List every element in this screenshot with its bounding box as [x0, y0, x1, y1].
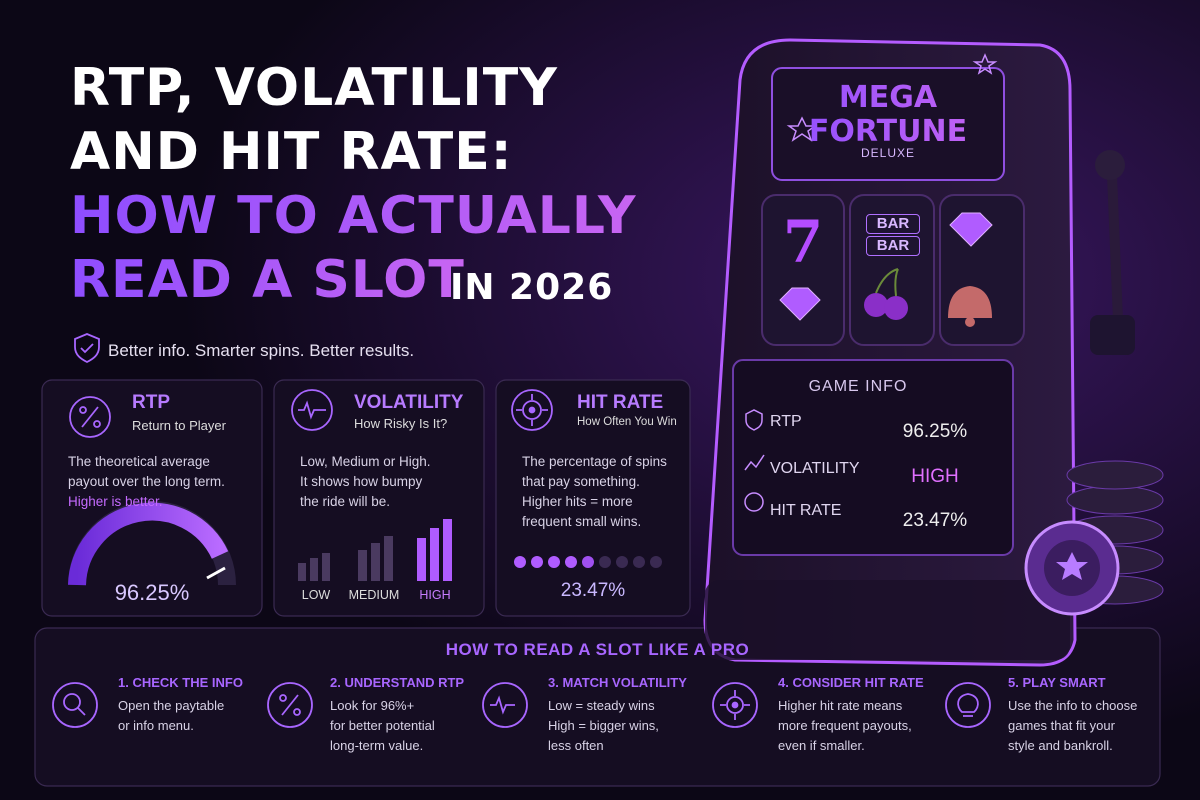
title-line: HOW TO ACTUALLY — [70, 186, 637, 246]
step-text: games that fit your — [1008, 718, 1115, 733]
reel-seven: 7 — [782, 208, 824, 276]
step-title: 3. MATCH VOLATILITY — [548, 675, 687, 690]
title-line: RTP, VOLATILITY — [70, 58, 558, 118]
level-label: HIGH — [419, 588, 451, 602]
brand: MEGA — [772, 80, 1004, 115]
card-title: HIT RATE — [577, 392, 664, 413]
card-value: 23.47% — [560, 580, 626, 601]
step-text: Use the info to choose — [1008, 698, 1138, 713]
step-title: 2. UNDERSTAND RTP — [330, 675, 465, 690]
card-text: The theoretical average — [68, 454, 210, 469]
step-title: 4. CONSIDER HIT RATE — [778, 675, 924, 690]
info-value: HIGH — [911, 466, 959, 487]
card-subtitle: How Risky Is It? — [354, 416, 448, 431]
reel-bar: BAR — [866, 214, 920, 234]
step-text: for better potential — [330, 718, 435, 733]
title-line: AND HIT RATE: — [70, 122, 513, 182]
card-title: VOLATILITY — [354, 392, 464, 413]
card-highlight: Higher is better. — [68, 494, 163, 509]
info-label: RTP — [770, 413, 802, 430]
brand: FORTUNE — [772, 114, 1004, 149]
card-subtitle: Return to Player — [132, 418, 226, 433]
card-text: that pay something. — [522, 474, 640, 489]
card-subtitle: How Often You Win — [577, 416, 677, 428]
steps-title: HOW TO READ A SLOT LIKE A PRO — [445, 640, 750, 659]
card-text: The percentage of spins — [522, 454, 667, 469]
step-text: style and bankroll. — [1008, 738, 1113, 753]
step-text: or info menu. — [118, 718, 194, 733]
info-value: 96.25% — [902, 421, 968, 442]
level-label: MEDIUM — [348, 588, 400, 602]
card-value: 96.25% — [114, 580, 190, 605]
info-value: 23.47% — [902, 510, 968, 531]
step-text: Low = steady wins — [548, 698, 655, 713]
info-label: HIT RATE — [770, 502, 842, 519]
info-title: GAME INFO — [808, 378, 908, 395]
card-text: Low, Medium or High. — [300, 454, 431, 469]
tagline: Better info. Smarter spins. Better resul… — [108, 341, 415, 360]
step-title: 5. PLAY SMART — [1008, 675, 1106, 690]
card-text: It shows how bumpy — [300, 474, 423, 489]
step-text: Look for 96%+ — [330, 698, 415, 713]
reel-bar: BAR — [866, 236, 920, 256]
edition: DELUXE — [860, 146, 916, 160]
step-text: more frequent payouts, — [778, 718, 912, 733]
card-text: frequent small wins. — [522, 514, 642, 529]
title-suffix: IN 2026 — [450, 267, 614, 308]
card-title: RTP — [132, 392, 170, 413]
card-text: the ride will be. — [300, 494, 391, 509]
step-title: 1. CHECK THE INFO — [118, 675, 243, 690]
step-text: Higher hit rate means — [778, 698, 903, 713]
step-text: even if smaller. — [778, 738, 865, 753]
step-text: long-term value. — [330, 738, 424, 753]
title-line: READ A SLOT — [70, 250, 465, 310]
info-label: VOLATILITY — [770, 460, 860, 477]
step-text: less often — [548, 738, 604, 753]
level-label: LOW — [301, 588, 331, 602]
card-text: payout over the long term. — [68, 474, 225, 489]
step-text: Open the paytable — [118, 698, 225, 713]
step-text: High = bigger wins, — [548, 718, 659, 733]
card-text: Higher hits = more — [522, 494, 633, 509]
